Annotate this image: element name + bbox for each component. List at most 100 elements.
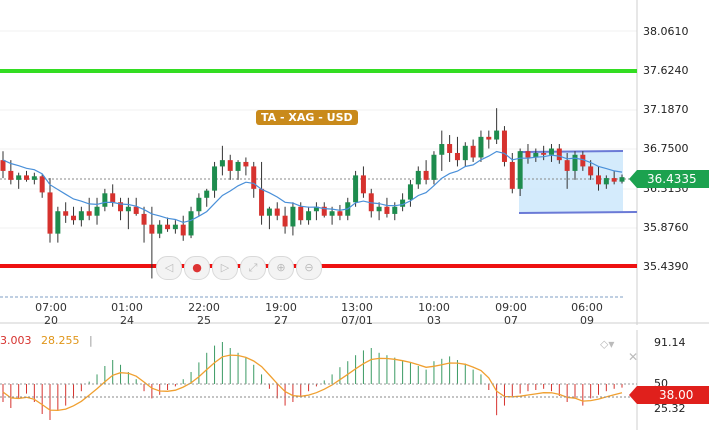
price-tick: 37.1870 <box>643 103 689 116</box>
oscillator-values: 3.003 28.255 | <box>0 334 93 347</box>
fit-button[interactable]: ⤢ <box>240 256 266 280</box>
candle <box>580 154 586 167</box>
candle <box>486 136 492 140</box>
price-tick: 37.6240 <box>643 64 689 77</box>
candle <box>431 154 437 180</box>
candle <box>243 161 249 167</box>
candle <box>470 145 476 158</box>
candle <box>423 170 429 180</box>
candle <box>0 160 6 171</box>
candle <box>313 206 319 212</box>
candle <box>149 224 155 234</box>
candle <box>227 160 233 171</box>
reset-button[interactable]: ● <box>184 256 210 280</box>
zoom-in-button[interactable]: ⊕ <box>268 256 294 280</box>
candle <box>86 211 92 216</box>
candle <box>39 176 45 193</box>
candle <box>212 166 218 191</box>
channel-area <box>519 151 623 213</box>
candle <box>595 175 601 185</box>
candle <box>384 206 390 214</box>
time-tick: 10:00 03 <box>418 301 450 327</box>
channel-bottom-line <box>518 211 638 214</box>
candle <box>494 130 500 140</box>
close-icon[interactable]: ✕ <box>628 350 639 364</box>
price-tick: 38.0610 <box>643 25 689 38</box>
osc-tick-max: 91.14 <box>654 336 686 349</box>
candle <box>110 193 116 203</box>
candle <box>501 130 507 162</box>
oscillator-separator: | <box>89 334 93 347</box>
scroll-left-button[interactable]: ◁ <box>156 256 182 280</box>
candle <box>204 190 210 198</box>
candle <box>219 160 225 167</box>
current-price-badge: 36.4335 <box>629 170 709 188</box>
candle <box>71 215 77 221</box>
candle <box>603 178 609 185</box>
candle <box>360 175 366 194</box>
indicator-title-badge[interactable]: TA - XAG - USD <box>256 110 358 125</box>
candle <box>282 215 288 227</box>
candle <box>321 206 327 216</box>
candle <box>407 184 413 200</box>
candle <box>274 208 280 216</box>
candle <box>251 166 257 189</box>
time-tick: 06:00 09 <box>571 301 603 327</box>
candle <box>306 211 312 221</box>
candle <box>439 144 445 155</box>
candle <box>94 206 100 216</box>
price-tick: 35.8760 <box>643 221 689 234</box>
time-tick: 13:00 07/01 <box>341 301 373 327</box>
candlestick-series <box>0 108 625 279</box>
candle <box>619 177 625 182</box>
candle <box>517 151 523 189</box>
candle <box>462 145 468 161</box>
candle <box>541 152 547 155</box>
moving-average-line <box>2 150 623 224</box>
settings-icon[interactable]: ⬦▾ <box>600 337 615 351</box>
oscillator-series <box>2 342 623 420</box>
oscillator-current-badge: 38.00 <box>629 386 709 404</box>
time-tick: 22:00 25 <box>188 301 220 327</box>
candle <box>533 152 539 158</box>
osc-tick-min: 25.32 <box>654 402 686 415</box>
candle <box>8 170 14 180</box>
oscillator-value-1: 3.003 <box>0 334 32 347</box>
candle <box>400 199 406 207</box>
candle <box>564 160 570 171</box>
candle <box>78 211 84 221</box>
candle <box>133 206 139 214</box>
candle <box>478 136 484 158</box>
candle <box>337 211 343 216</box>
scroll-right-button[interactable]: ▷ <box>212 256 238 280</box>
candle <box>556 148 562 161</box>
candle <box>509 161 515 189</box>
price-tick: 35.4390 <box>643 260 689 273</box>
time-tick: 01:00 24 <box>111 301 143 327</box>
oscillator-value-2: 28.255 <box>41 334 80 347</box>
candle <box>118 202 124 212</box>
candle <box>298 206 304 221</box>
candle <box>157 224 163 234</box>
candle <box>447 144 453 153</box>
candle <box>290 206 296 227</box>
candle <box>16 175 22 180</box>
candle <box>259 188 265 216</box>
chart-navigation: ◁ ● ▷ ⤢ ⊕ ⊖ <box>156 256 322 280</box>
candle <box>188 211 194 236</box>
candle <box>102 193 108 207</box>
candle <box>31 176 37 180</box>
candle <box>125 206 131 212</box>
candle <box>454 152 460 161</box>
zoom-out-button[interactable]: ⊖ <box>296 256 322 280</box>
candle <box>172 224 178 230</box>
candle <box>415 170 421 185</box>
candle <box>180 224 186 236</box>
time-tick: 07:00 20 <box>35 301 67 327</box>
candle <box>548 148 554 155</box>
candle <box>392 206 398 214</box>
time-tick: 19:00 27 <box>265 301 297 327</box>
candle <box>196 197 202 212</box>
oscillator-signal-line <box>2 354 623 412</box>
